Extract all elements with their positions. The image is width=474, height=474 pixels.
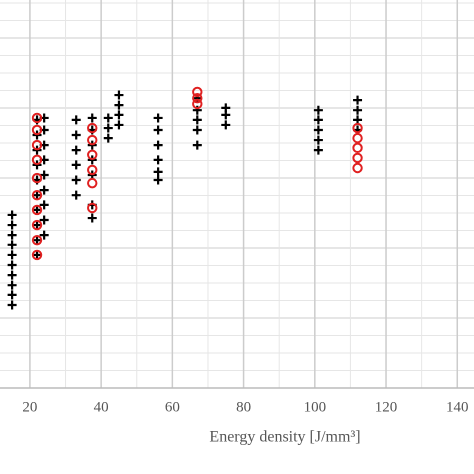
point (353, 95, 363, 105)
x-tick-label: 40 (94, 399, 109, 415)
point (39, 200, 49, 210)
point (31, 124, 43, 136)
point (7, 220, 17, 230)
point (153, 175, 163, 185)
point (87, 202, 98, 214)
x-tick-label: 140 (446, 399, 469, 415)
point (7, 290, 17, 300)
point (7, 250, 17, 260)
point (71, 175, 81, 185)
point (313, 135, 323, 145)
point (353, 105, 363, 115)
point (87, 134, 98, 146)
point (7, 260, 17, 270)
point (71, 190, 81, 200)
x-tick-label: 20 (22, 399, 37, 415)
point (313, 115, 323, 125)
point (114, 100, 124, 110)
point (39, 185, 49, 195)
point (352, 152, 363, 164)
x-tick-label: 60 (165, 399, 180, 415)
x-tick-label: 100 (304, 399, 327, 415)
point (7, 210, 17, 220)
point (7, 270, 17, 280)
point (103, 113, 113, 123)
point (7, 230, 17, 240)
point (153, 140, 163, 150)
point (352, 142, 363, 154)
point (31, 172, 43, 184)
point (7, 300, 17, 310)
point (71, 145, 81, 155)
point (114, 120, 124, 130)
point (31, 249, 43, 261)
point (192, 140, 202, 150)
point (87, 122, 98, 134)
point (114, 110, 124, 120)
point (352, 132, 363, 144)
point (71, 130, 81, 140)
point (103, 123, 113, 133)
point (32, 220, 42, 230)
point (32, 250, 42, 260)
point (32, 190, 42, 200)
point (221, 120, 231, 130)
point (31, 112, 43, 124)
point (87, 113, 97, 123)
point (352, 162, 363, 174)
point (32, 205, 42, 215)
point (352, 122, 363, 134)
point (192, 86, 203, 98)
grid (0, 0, 474, 388)
point (192, 125, 202, 135)
point (114, 90, 124, 100)
point (31, 204, 43, 216)
point (71, 160, 81, 170)
point (192, 98, 203, 110)
point (7, 280, 17, 290)
point (313, 145, 323, 155)
point (31, 139, 43, 151)
point (31, 219, 43, 231)
point (71, 115, 81, 125)
point (87, 149, 98, 161)
point (192, 92, 203, 104)
point (313, 105, 323, 115)
point (31, 189, 43, 201)
point (192, 115, 202, 125)
x-axis-label: Energy density [J/mm³] (209, 429, 360, 446)
point (87, 177, 98, 189)
point (87, 164, 98, 176)
point (103, 133, 113, 143)
point (153, 155, 163, 165)
point (153, 167, 163, 177)
point (31, 234, 43, 246)
point (153, 125, 163, 135)
x-tick-label: 80 (236, 399, 251, 415)
point (7, 240, 17, 250)
point (39, 215, 49, 225)
point (221, 110, 231, 120)
point (313, 125, 323, 135)
point (32, 235, 42, 245)
point (39, 230, 49, 240)
x-tick-label: 120 (375, 399, 398, 415)
point (87, 213, 97, 223)
point (31, 154, 43, 166)
point (153, 113, 163, 123)
